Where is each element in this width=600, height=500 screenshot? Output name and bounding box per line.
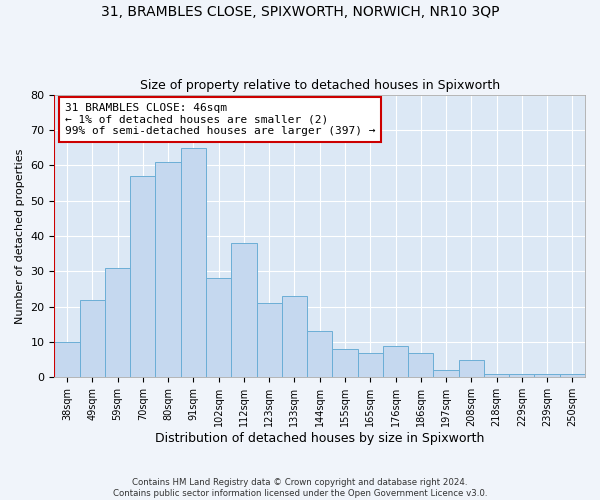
Text: Contains HM Land Registry data © Crown copyright and database right 2024.
Contai: Contains HM Land Registry data © Crown c… <box>113 478 487 498</box>
Bar <box>231 243 257 378</box>
Bar <box>80 300 105 378</box>
Bar <box>433 370 458 378</box>
Bar <box>332 349 358 378</box>
Bar <box>130 176 155 378</box>
Bar <box>105 268 130 378</box>
Y-axis label: Number of detached properties: Number of detached properties <box>15 148 25 324</box>
Bar <box>509 374 535 378</box>
Bar <box>257 303 282 378</box>
Bar <box>408 352 433 378</box>
Bar <box>535 374 560 378</box>
Bar <box>560 374 585 378</box>
Bar <box>55 342 80 378</box>
X-axis label: Distribution of detached houses by size in Spixworth: Distribution of detached houses by size … <box>155 432 484 445</box>
Bar <box>383 346 408 378</box>
Text: 31, BRAMBLES CLOSE, SPIXWORTH, NORWICH, NR10 3QP: 31, BRAMBLES CLOSE, SPIXWORTH, NORWICH, … <box>101 5 499 19</box>
Bar <box>282 296 307 378</box>
Bar <box>181 148 206 378</box>
Bar <box>206 278 231 378</box>
Bar <box>484 374 509 378</box>
Bar <box>307 332 332 378</box>
Bar <box>458 360 484 378</box>
Bar <box>155 162 181 378</box>
Title: Size of property relative to detached houses in Spixworth: Size of property relative to detached ho… <box>140 79 500 92</box>
Text: 31 BRAMBLES CLOSE: 46sqm
← 1% of detached houses are smaller (2)
99% of semi-det: 31 BRAMBLES CLOSE: 46sqm ← 1% of detache… <box>65 103 376 136</box>
Bar <box>358 352 383 378</box>
